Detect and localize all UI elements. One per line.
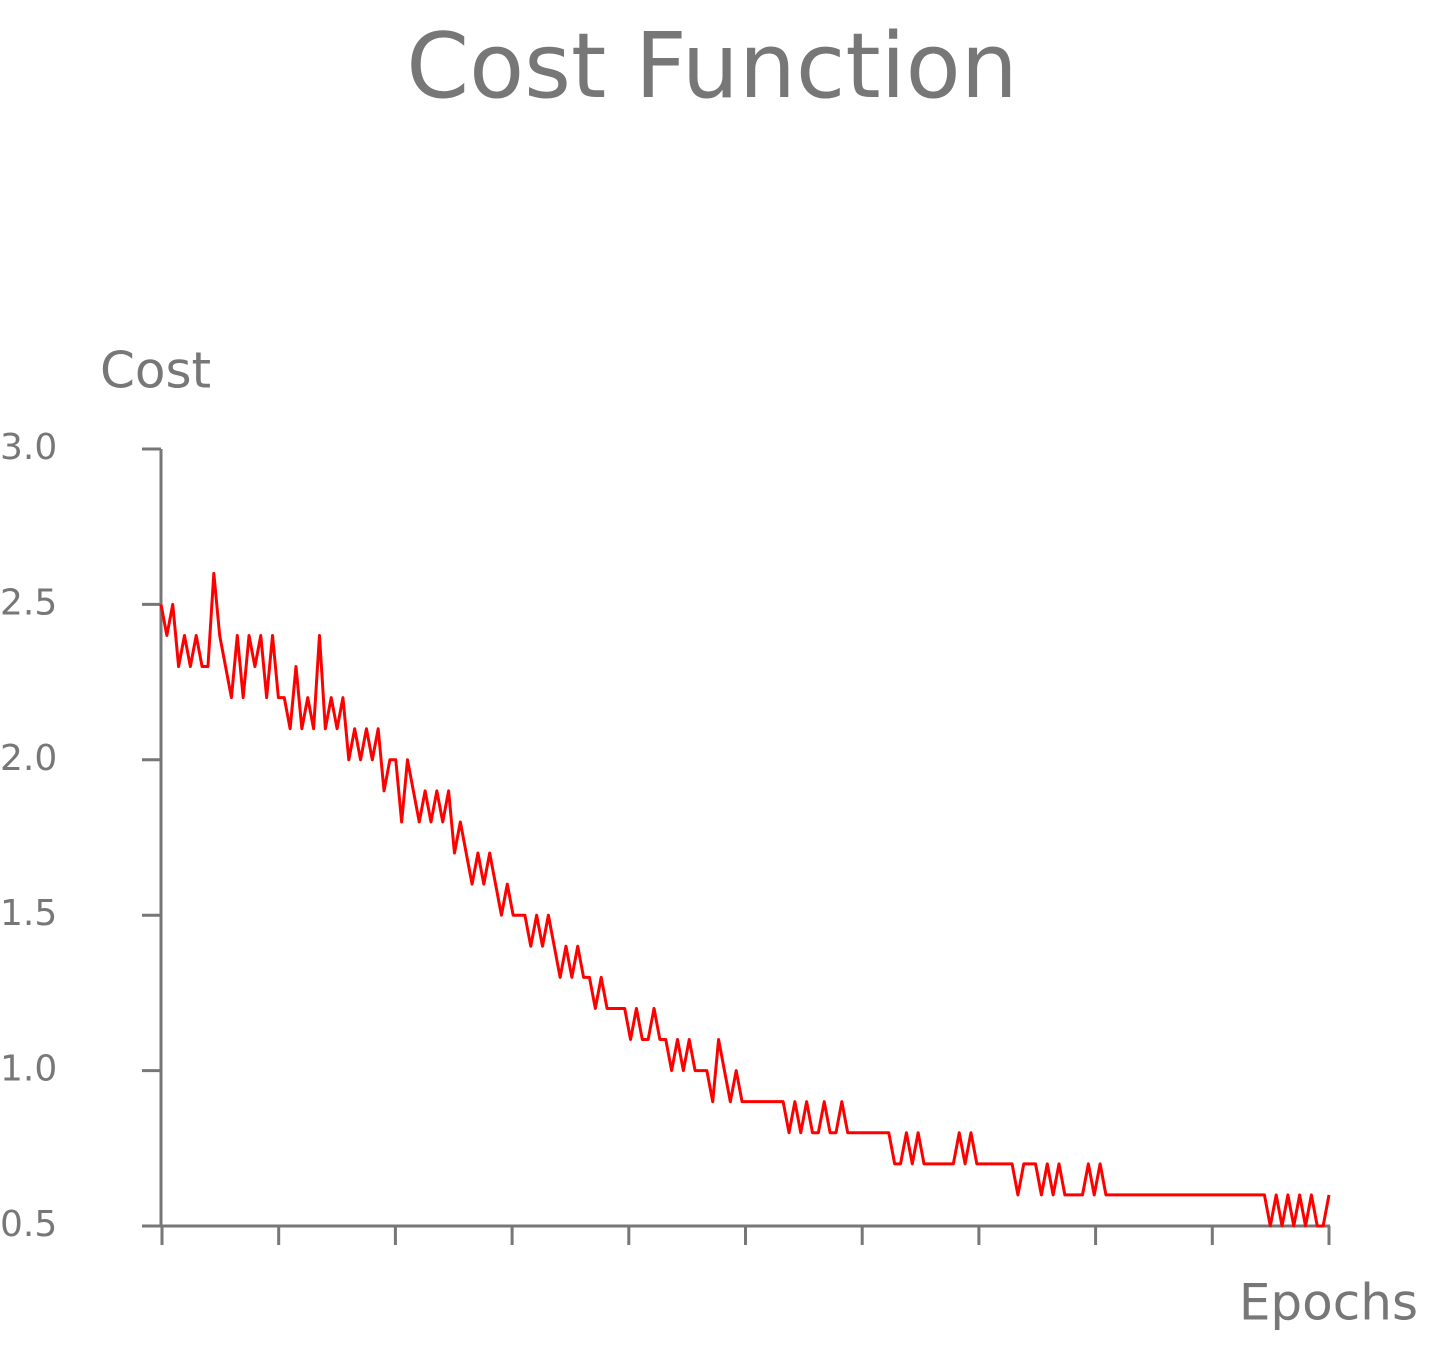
cost-line <box>159 571 1331 1228</box>
y-tick-label: 2.5 <box>0 582 57 623</box>
y-tick-label: 0.5 <box>0 1204 57 1245</box>
y-tick-label: 1.5 <box>0 893 57 934</box>
chart-title: Cost Function <box>406 14 1018 119</box>
y-tick-label: 3.0 <box>0 427 57 468</box>
y-tick-label: 1.0 <box>0 1049 57 1090</box>
x-tick-marks <box>160 1226 1331 1245</box>
x-axis-label: Epochs <box>1239 1274 1418 1332</box>
y-axis-label: Cost <box>100 342 211 400</box>
y-tick-label: 2.0 <box>0 738 57 779</box>
